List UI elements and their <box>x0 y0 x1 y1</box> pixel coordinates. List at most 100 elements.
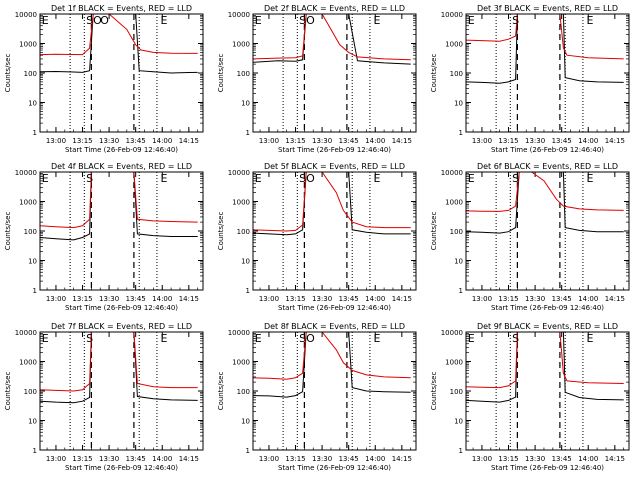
series-group <box>466 332 624 403</box>
events-series-line <box>466 14 624 84</box>
panel-2: Det 2f BLACK = Events, RED = LLD Counts/s… <box>217 4 417 154</box>
x-tick-label: 14:15 <box>605 295 625 303</box>
attenuator-marker: E <box>468 332 475 345</box>
x-tick-label: 13:15 <box>285 295 305 303</box>
x-tick-label: 13:45 <box>126 455 146 463</box>
y-tick-label: 10000 <box>441 169 463 177</box>
x-axis-label: Start Time (26-Feb-09 12:46:40) <box>491 146 604 154</box>
y-tick-label: 1 <box>33 287 37 295</box>
x-tick-label: 13:30 <box>312 137 332 145</box>
y-tick-label: 100 <box>450 388 463 396</box>
y-tick-label: 100 <box>24 70 37 78</box>
attenuator-marker: O <box>306 332 315 345</box>
events-series-line <box>253 332 411 398</box>
x-tick-label: 13:45 <box>126 295 146 303</box>
y-tick-label: 1 <box>246 287 250 295</box>
x-tick-label: 13:15 <box>498 137 518 145</box>
attenuator-marker: O <box>306 14 315 27</box>
x-tick-label: 13:30 <box>312 455 332 463</box>
attenuator-marker: O <box>306 172 315 185</box>
attenuator-marker: E <box>586 172 593 185</box>
y-tick-label: 10000 <box>15 329 37 337</box>
y-tick-label: 10000 <box>441 329 463 337</box>
x-tick-label: 13:30 <box>312 295 332 303</box>
attenuator-marker: E <box>586 14 593 27</box>
x-tick-label: 14:15 <box>605 455 625 463</box>
x-tick-label: 14:15 <box>392 455 412 463</box>
x-axis-label: Start Time (26-Feb-09 12:46:40) <box>278 146 391 154</box>
x-axis-label: Start Time (26-Feb-09 12:46:40) <box>278 304 391 312</box>
y-tick-label: 10000 <box>15 169 37 177</box>
x-tick-label: 14:00 <box>365 295 385 303</box>
plot-frame <box>252 13 417 133</box>
panel-4: Det 4f BLACK = Events, RED = LLD Counts/s… <box>4 162 204 312</box>
panel-7: Det 7f BLACK = Events, RED = LLD Counts/s… <box>4 322 204 472</box>
x-tick-label: 14:00 <box>152 455 172 463</box>
attenuator-marker: S <box>512 172 519 185</box>
plot-frame <box>39 171 204 291</box>
plot-frame <box>252 171 417 291</box>
x-tick-label: 13:15 <box>498 455 518 463</box>
y-tick-label: 10 <box>241 418 250 426</box>
attenuator-marker: S <box>299 332 306 345</box>
panel-1: Det 1f BLACK = Events, RED = LLD Counts/s… <box>4 4 204 154</box>
y-tick-label: 10000 <box>441 11 463 19</box>
x-axis-label: Start Time (26-Feb-09 12:46:40) <box>491 464 604 472</box>
y-tick-label: 10 <box>241 258 250 266</box>
events-series-line <box>40 332 198 404</box>
y-axis-label: Counts/sec <box>217 54 225 93</box>
x-tick-label: 13:00 <box>259 137 279 145</box>
plot-frame <box>465 331 630 451</box>
attenuator-marker: E <box>373 172 380 185</box>
panel-title: Det 9f BLACK = Events, RED = LLD <box>477 322 618 331</box>
y-tick-label: 1000 <box>232 359 250 367</box>
attenuator-marker: E <box>255 332 262 345</box>
y-tick-label: 1 <box>459 447 463 455</box>
attenuator-marker: E <box>160 172 167 185</box>
attenuator-marker: E <box>255 14 262 27</box>
y-tick-label: 1 <box>459 129 463 137</box>
x-tick-label: 13:15 <box>498 295 518 303</box>
x-tick-label: 13:15 <box>72 137 92 145</box>
series-group <box>466 14 624 84</box>
x-tick-label: 14:00 <box>365 455 385 463</box>
y-tick-label: 10 <box>454 100 463 108</box>
x-tick-label: 13:00 <box>472 455 492 463</box>
plot-frame <box>465 171 630 291</box>
x-tick-label: 13:30 <box>99 137 119 145</box>
y-tick-label: 10 <box>28 258 37 266</box>
x-tick-label: 13:00 <box>472 137 492 145</box>
x-tick-label: 14:00 <box>152 137 172 145</box>
x-tick-label: 13:30 <box>525 295 545 303</box>
x-tick-label: 14:00 <box>578 455 598 463</box>
lld-series-line <box>40 332 198 392</box>
lld-series-line <box>40 172 198 229</box>
x-tick-label: 13:15 <box>72 455 92 463</box>
panel-title: Det 5f BLACK = Events, RED = LLD <box>264 162 405 171</box>
panel-title: Det 4f BLACK = Events, RED = LLD <box>51 162 192 171</box>
attenuator-marker: E <box>42 14 49 27</box>
y-tick-label: 1000 <box>19 359 37 367</box>
attenuator-marker: S <box>512 14 519 27</box>
y-tick-label: 1000 <box>445 41 463 49</box>
y-tick-label: 10000 <box>228 11 250 19</box>
x-tick-label: 13:45 <box>339 455 359 463</box>
x-tick-label: 14:15 <box>392 295 412 303</box>
series-group <box>40 172 198 241</box>
attenuator-marker: E <box>373 14 380 27</box>
y-axis-label: Counts/sec <box>217 372 225 411</box>
events-series-line <box>40 14 198 74</box>
y-tick-label: 10000 <box>228 329 250 337</box>
panel-title: Det 7f BLACK = Events, RED = LLD <box>51 322 192 331</box>
lld-series-line <box>253 332 411 380</box>
x-tick-label: 13:15 <box>72 295 92 303</box>
plot-frame <box>39 331 204 451</box>
y-tick-label: 100 <box>450 70 463 78</box>
x-tick-label: 13:45 <box>552 455 572 463</box>
x-tick-label: 13:00 <box>259 455 279 463</box>
x-tick-label: 13:45 <box>126 137 146 145</box>
lld-series-line <box>466 172 624 212</box>
panel-title: Det 6f BLACK = Events, RED = LLD <box>477 162 618 171</box>
events-series-line <box>466 332 624 403</box>
